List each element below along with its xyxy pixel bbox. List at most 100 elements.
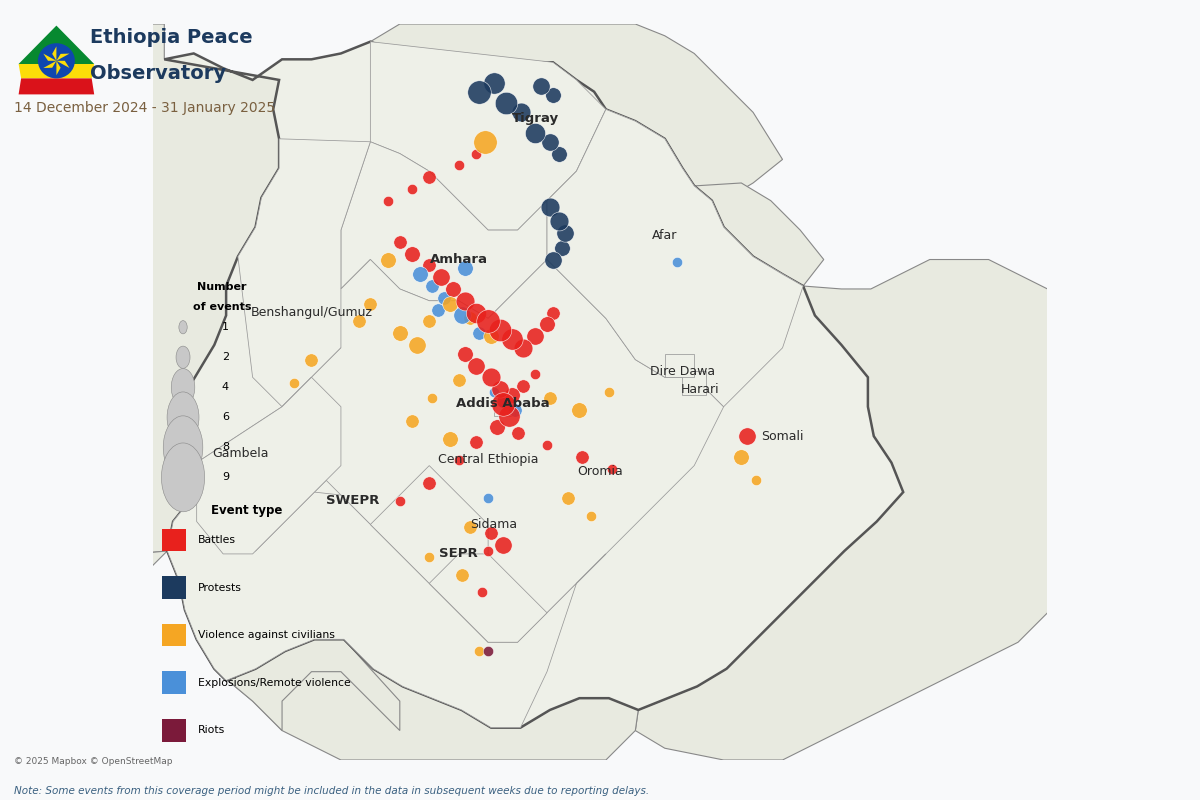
Point [434, 291, 454, 304]
Text: Benshangul/Gumuz: Benshangul/Gumuz [251, 306, 372, 319]
Point [390, 235, 409, 248]
Point [420, 477, 439, 490]
Text: Note: Some events from this coverage period might be included in the data in sub: Note: Some events from this coverage per… [14, 786, 649, 795]
Point [455, 294, 474, 307]
Circle shape [38, 43, 74, 78]
Polygon shape [56, 54, 70, 61]
Point [540, 200, 559, 213]
Point [602, 462, 622, 475]
Point [467, 359, 486, 372]
Point [428, 303, 448, 316]
Point [479, 645, 498, 658]
Point [479, 545, 498, 558]
Point [481, 330, 500, 342]
Point [550, 215, 569, 228]
Text: Ethiopia Peace: Ethiopia Peace [90, 28, 253, 47]
Text: Tigray: Tigray [511, 112, 559, 125]
Point [410, 268, 430, 281]
Text: Central Ethiopia: Central Ethiopia [438, 454, 539, 466]
Polygon shape [173, 378, 341, 554]
Polygon shape [106, 525, 400, 730]
Polygon shape [547, 110, 803, 378]
Point [582, 510, 601, 522]
Text: © 2025 Mapbox © OpenStreetMap: © 2025 Mapbox © OpenStreetMap [14, 757, 173, 766]
Polygon shape [197, 378, 341, 554]
Text: Addis Ababa: Addis Ababa [456, 398, 550, 410]
Point [511, 106, 530, 118]
Point [526, 330, 545, 342]
Polygon shape [0, 24, 280, 554]
Point [481, 527, 500, 540]
Polygon shape [371, 24, 782, 201]
Polygon shape [635, 242, 1200, 760]
Point [420, 550, 439, 563]
Text: SWEPR: SWEPR [326, 494, 379, 507]
Point [502, 389, 521, 402]
Point [390, 326, 409, 339]
Point [550, 147, 569, 160]
Point [378, 194, 397, 207]
Point [455, 262, 474, 274]
Point [469, 86, 488, 98]
Point [461, 521, 480, 534]
Point [570, 403, 589, 416]
Point [420, 315, 439, 328]
Text: Harari: Harari [680, 382, 720, 395]
Polygon shape [215, 639, 638, 760]
Point [475, 135, 494, 148]
Point [422, 280, 442, 293]
Point [440, 298, 460, 310]
Point [452, 309, 472, 322]
Point [479, 491, 498, 504]
Point [485, 386, 504, 398]
Point [420, 259, 439, 272]
Point [455, 347, 474, 360]
Point [526, 368, 545, 381]
Polygon shape [19, 26, 95, 64]
Point [479, 315, 498, 328]
Point [473, 586, 492, 598]
Text: Sidama: Sidama [470, 518, 517, 531]
Point [544, 88, 563, 101]
Point [491, 382, 510, 395]
Point [402, 415, 421, 428]
Point [514, 380, 533, 393]
Point [390, 494, 409, 507]
Point [493, 394, 512, 407]
Polygon shape [430, 554, 547, 642]
Polygon shape [665, 354, 695, 378]
Polygon shape [19, 78, 95, 94]
Point [514, 342, 533, 354]
Point [349, 315, 368, 328]
Polygon shape [695, 183, 823, 286]
Point [461, 312, 480, 325]
Point [544, 253, 563, 266]
Polygon shape [494, 398, 515, 415]
Point [540, 391, 559, 404]
Point [402, 182, 421, 195]
Point [532, 79, 551, 92]
Point [538, 438, 557, 451]
Polygon shape [547, 110, 803, 406]
Point [544, 306, 563, 319]
Point [449, 454, 468, 466]
Point [538, 318, 557, 330]
Text: 14 December 2024 - 31 January 2025: 14 December 2024 - 31 January 2025 [14, 101, 276, 115]
Point [467, 436, 486, 449]
Point [599, 386, 618, 398]
Polygon shape [371, 466, 488, 642]
Point [378, 253, 397, 266]
Polygon shape [683, 371, 706, 395]
Point [496, 97, 515, 110]
Point [402, 247, 421, 260]
Point [487, 421, 506, 434]
Point [526, 126, 545, 139]
Polygon shape [56, 61, 60, 75]
Text: Gambela: Gambela [212, 447, 269, 460]
Point [408, 338, 427, 351]
Point [540, 135, 559, 148]
Point [467, 306, 486, 319]
Point [552, 242, 571, 254]
Point [558, 491, 577, 504]
Point [732, 450, 751, 463]
